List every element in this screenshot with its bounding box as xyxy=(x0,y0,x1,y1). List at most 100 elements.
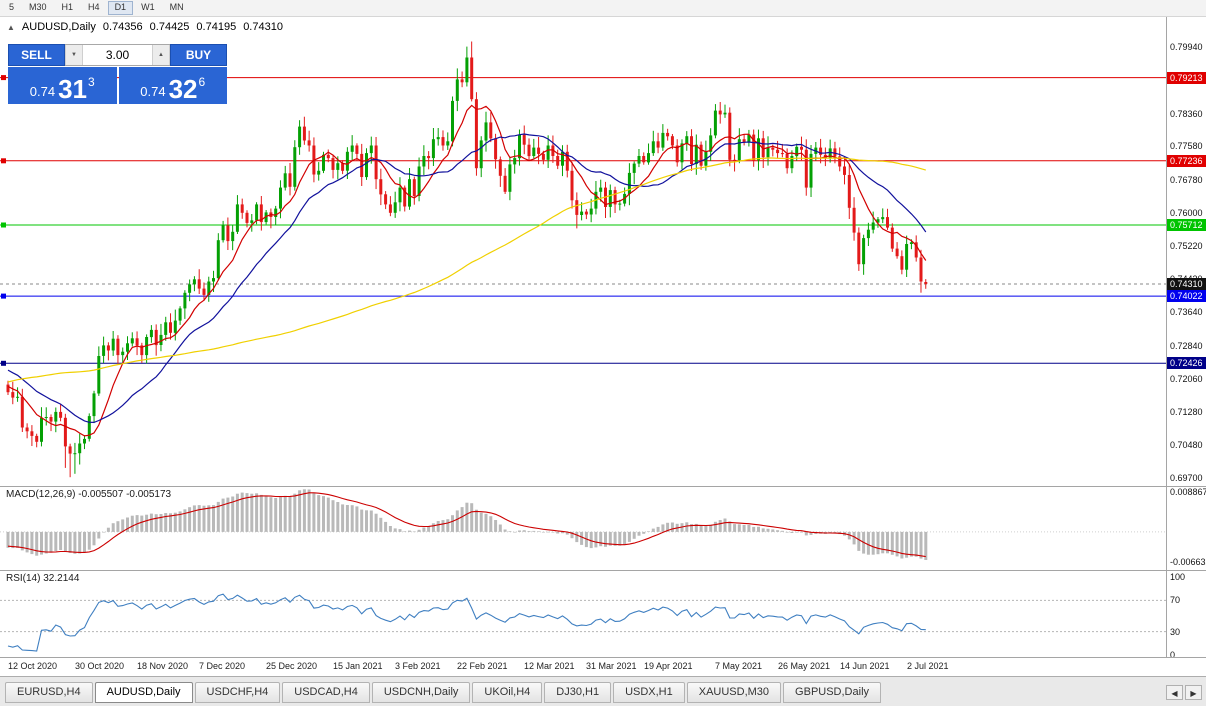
macd-bar xyxy=(733,524,737,532)
hline-left-marker[interactable] xyxy=(1,293,6,299)
timeframe-button-mn[interactable]: MN xyxy=(169,2,184,13)
macd-pane[interactable] xyxy=(0,487,1166,570)
chart-symbol-label: AUDUSD,Daily xyxy=(21,21,96,33)
chart-tab-usdx[interactable]: USDX,H1 xyxy=(613,682,685,703)
macd-bar xyxy=(470,503,474,532)
macd-bar xyxy=(489,516,493,532)
buy-button[interactable]: BUY xyxy=(170,44,227,66)
hline-left-marker[interactable] xyxy=(1,158,6,164)
sell-button[interactable]: SELL xyxy=(8,44,65,66)
candle xyxy=(709,135,713,152)
timeframe-toolbar: 5 M30 H1 H4 D1 W1 MN xyxy=(0,0,1206,17)
chart-tab-gbpusd[interactable]: GBPUSD,Daily xyxy=(783,682,882,703)
macd-bar xyxy=(451,515,454,532)
candle xyxy=(694,144,698,165)
macd-bar xyxy=(164,513,168,532)
hline-left-marker[interactable] xyxy=(1,222,6,228)
timeframe-button-h1[interactable]: H1 xyxy=(61,2,74,13)
candle xyxy=(398,187,402,203)
macd-bar xyxy=(599,531,603,547)
macd-bar xyxy=(532,530,536,532)
macd-bar xyxy=(25,531,29,553)
rsi-axis-label: 0 xyxy=(1170,650,1176,660)
macd-bar xyxy=(183,509,187,532)
pane-separator[interactable] xyxy=(0,486,1206,487)
macd-bar xyxy=(145,514,149,532)
macd-bar xyxy=(503,529,507,532)
macd-bar xyxy=(690,524,693,532)
price-axis-label: 0.70480 xyxy=(1170,440,1203,450)
candle xyxy=(178,308,182,321)
timeframe-button-w1[interactable]: W1 xyxy=(141,2,155,13)
price-axis[interactable]: 0.79940 0.78360 0.77580 0.76780 0.76000 0.752… xyxy=(1166,17,1206,660)
candle xyxy=(661,132,665,148)
macd-bar xyxy=(403,531,407,532)
hline-left-marker[interactable] xyxy=(1,75,6,81)
tab-scroll-left-button[interactable]: ◀ xyxy=(1166,685,1183,700)
macd-bar xyxy=(747,524,751,532)
macd-bar xyxy=(642,531,646,534)
candle xyxy=(862,238,866,265)
macd-bar xyxy=(274,498,278,532)
candle xyxy=(403,187,407,207)
candle xyxy=(819,147,823,155)
chart-tab-ukoil[interactable]: UKOil,H4 xyxy=(472,682,543,703)
pane-separator[interactable] xyxy=(0,570,1206,571)
lot-size-input[interactable]: 3.00 xyxy=(105,48,130,62)
hline-left-marker[interactable] xyxy=(1,360,6,366)
candle xyxy=(130,338,134,344)
macd-bar xyxy=(623,531,627,545)
macd-bar xyxy=(412,531,416,533)
chart-tab-usdcad[interactable]: USDCAD,H4 xyxy=(282,682,370,703)
candle xyxy=(384,194,388,205)
timeframe-button-5[interactable]: 5 xyxy=(9,2,15,13)
candle xyxy=(866,229,870,239)
macd-axis-label: 0.008867 xyxy=(1170,487,1206,497)
candle xyxy=(900,256,904,270)
ask-pips: 32 xyxy=(168,74,198,104)
tab-scroll-right-button[interactable]: ▶ xyxy=(1185,685,1202,700)
chart-tab-dj30[interactable]: DJ30,H1 xyxy=(544,682,612,703)
macd-bar xyxy=(537,531,541,532)
candle xyxy=(924,282,928,284)
candle xyxy=(551,145,555,156)
macd-bar xyxy=(479,512,483,532)
lot-decrement-button[interactable]: ▼ xyxy=(65,45,83,65)
candle xyxy=(599,187,603,192)
macd-bar xyxy=(221,498,225,532)
macd-bar xyxy=(871,531,875,555)
x-axis-label: 7 Dec 2020 xyxy=(199,661,246,671)
chart-tab-eurusd[interactable]: EURUSD,H4 xyxy=(5,682,93,703)
ask-quote[interactable]: 0.74 32 6 xyxy=(118,67,227,104)
price-axis-label: 0.73640 xyxy=(1170,307,1203,317)
rsi-axis-label: 100 xyxy=(1170,572,1186,582)
candle xyxy=(164,322,168,335)
bid-quote[interactable]: 0.74 31 3 xyxy=(8,67,117,104)
macd-bar xyxy=(149,513,153,532)
chart-tab-audusd[interactable]: AUDUSD,Daily xyxy=(94,682,193,703)
chart-tab-xauusd[interactable]: XAUUSD,M30 xyxy=(686,682,782,703)
chart-tab-usdcnh[interactable]: USDCNH,Daily xyxy=(371,682,471,703)
main-price-chart[interactable] xyxy=(0,17,1166,486)
chart-tab-usdchf[interactable]: USDCHF,H4 xyxy=(194,682,281,703)
macd-bar xyxy=(881,531,885,554)
candle xyxy=(742,139,746,143)
macd-bar xyxy=(192,505,196,532)
macd-bar xyxy=(255,493,259,532)
timeframe-button-h4[interactable]: H4 xyxy=(88,2,100,13)
macd-bar xyxy=(771,529,775,532)
macd-bar xyxy=(102,531,106,533)
macd-bar xyxy=(713,521,717,532)
timeframe-button-d1[interactable]: D1 xyxy=(107,1,134,15)
ohlc-close: 0.74310 xyxy=(243,21,283,33)
chart-tab-bar: EURUSD,H4 AUDUSD,Daily USDCHF,H4 USDCAD,H4 U… xyxy=(0,676,1206,706)
price-axis-label: 0.75220 xyxy=(1170,241,1203,251)
chart-tab-strip: EURUSD,H4 AUDUSD,Daily USDCHF,H4 USDCAD,H4 U… xyxy=(5,682,883,703)
candle xyxy=(44,417,48,418)
date-axis[interactable]: 12 Oct 2020 30 Oct 2020 18 Nov 2020 7 Dec 2… xyxy=(0,658,1166,676)
lot-increment-button[interactable]: ▲ xyxy=(152,45,170,65)
timeframe-button-m30[interactable]: M30 xyxy=(29,2,47,13)
candle xyxy=(221,225,225,241)
candle xyxy=(235,204,239,232)
rsi-pane[interactable] xyxy=(0,571,1166,657)
